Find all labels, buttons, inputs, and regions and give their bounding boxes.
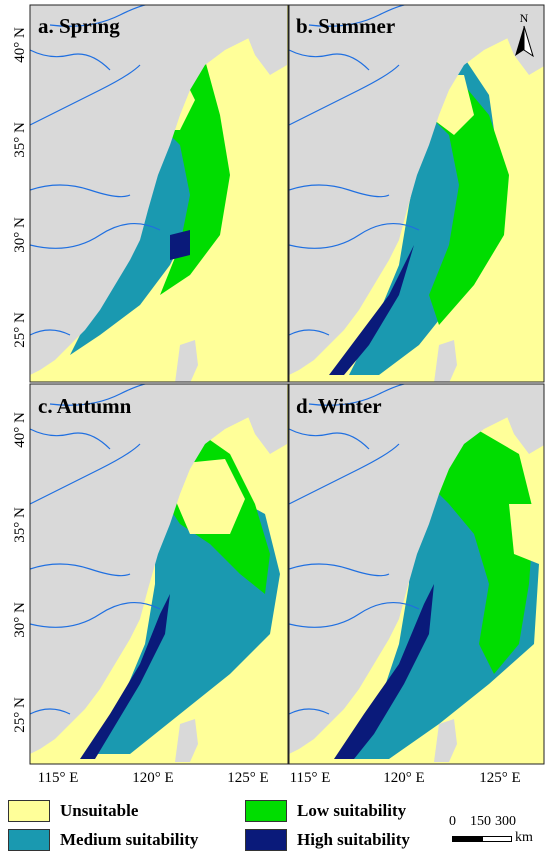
scale-unit: km: [515, 830, 533, 845]
panel-autumn: [30, 384, 288, 764]
x-tick-label: 120° E: [132, 770, 173, 786]
y-tick-label: 40° N: [12, 412, 28, 448]
panel-frame-c: [29, 383, 289, 765]
panel-spring: [30, 5, 288, 382]
y-tick-label: 25° N: [12, 312, 28, 348]
panel-title-a: a. Spring: [38, 14, 120, 38]
panel-frame-b: [288, 4, 545, 383]
svg-text:N: N: [520, 11, 529, 25]
scale-tick-150: 150: [470, 814, 491, 829]
legend-label-low: Low suitability: [297, 801, 407, 820]
scale-tick-300: 300: [495, 814, 516, 829]
panel-winter: [289, 384, 544, 764]
x-tick-label: 115° E: [290, 770, 331, 786]
x-tick-label: 120° E: [383, 770, 424, 786]
x-tick-label: 115° E: [38, 770, 79, 786]
panel-summer: [289, 5, 544, 382]
legend-swatch-low: [245, 800, 287, 822]
panel-frame-d: [288, 383, 545, 765]
x-tick-label: 125° E: [479, 770, 520, 786]
y-axis-tick-labels: 40° N 35° N 30° N 25° N 40° N 35° N 30° N 25° N: [12, 27, 28, 733]
y-tick-label: 25° N: [12, 697, 28, 733]
y-tick-label: 35° N: [12, 122, 28, 158]
panel-title-d: d. Winter: [296, 394, 382, 418]
panel-title-b: b. Summer: [296, 14, 395, 38]
panel-frame-a: [29, 4, 289, 383]
legend-label-unsuitable: Unsuitable: [60, 801, 139, 820]
scale-tick-0: 0: [449, 814, 456, 829]
north-arrow-icon: N: [515, 11, 534, 58]
scale-bar-black: [452, 836, 482, 842]
y-tick-label: 30° N: [12, 602, 28, 638]
y-tick-label: 35° N: [12, 507, 28, 543]
legend-label-high: High suitability: [297, 830, 410, 849]
x-tick-label: 125° E: [227, 770, 268, 786]
panel-title-c: c. Autumn: [38, 394, 132, 418]
legend-swatch-medium: [8, 829, 50, 851]
legend-label-medium: Medium suitability: [60, 830, 199, 849]
y-tick-label: 40° N: [12, 27, 28, 63]
legend-swatch-high: [245, 829, 287, 851]
y-tick-label: 30° N: [12, 217, 28, 253]
x-axis-tick-labels: 115° E 120° E 125° E 115° E 120° E 125° E: [38, 770, 521, 786]
legend-swatch-unsuitable: [8, 800, 50, 822]
scale-bar-white: [482, 836, 512, 842]
